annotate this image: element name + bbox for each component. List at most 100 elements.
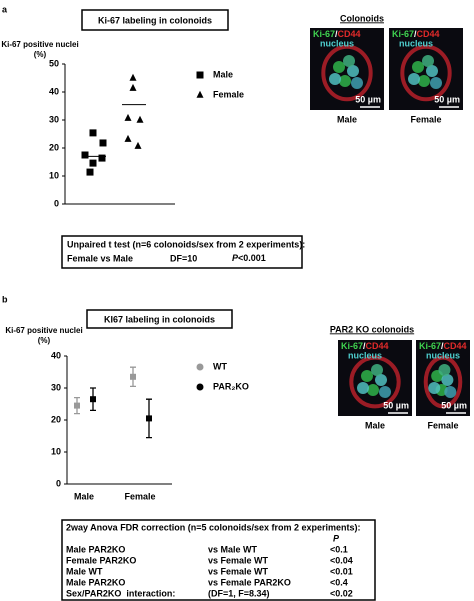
nucleus [438,364,451,376]
stain-name: / [335,29,338,39]
y-axis-label: Ki-67 positive nuclei (%) [5,326,83,345]
marker [196,71,204,79]
micrograph-caption: Male [337,114,357,124]
stats-cell: vs Female WT [208,566,269,576]
y-tick-label: 40 [49,86,59,96]
cell-membrane [400,44,452,102]
chart-title: Ki-67 labeling in colonoids [98,15,212,25]
nucleus [422,55,434,67]
title-box [81,9,229,31]
marker [134,141,142,149]
stain-name: Ki-67 [419,341,441,351]
scale-bar-label: 50 µm [441,400,467,410]
nucleus [357,382,369,394]
scale-bar-label: 50 µm [434,94,460,104]
stain-label: Ki-67/CD44 [341,341,389,351]
micrograph-caption: Female [427,420,458,430]
nucleus [430,77,442,89]
scale-bar-label: 50 µm [355,94,381,104]
nucleus [379,386,391,398]
panel-letter: b [2,294,8,304]
stats-cell: vs Female WT [208,555,269,565]
stats-cell: vs Female PAR2KO [208,577,291,587]
nucleus [371,364,383,376]
scale-bar-label: 50 µm [383,400,409,410]
counterstain-label: nucleus [426,350,460,360]
marker [81,151,89,159]
counterstain-label: nucleus [320,38,354,48]
nucleus [375,374,387,386]
nucleus [347,65,359,77]
marker [136,115,144,123]
marker [124,134,132,142]
legend-label: Female [213,89,244,99]
stats-cell: <0.4 [330,577,348,587]
stain-label: Ki-67/CD44 [392,29,440,39]
marker [146,415,152,422]
y-tick-label: 40 [51,350,61,360]
micrograph-header: Colonoids [340,13,384,23]
nucleus [351,77,363,89]
legend-label: Male [213,69,233,79]
marker [74,402,80,409]
nucleus [408,73,420,85]
marker [89,159,97,167]
nucleus [444,386,457,398]
nucleus [343,55,355,67]
stain-name: CD44 [444,341,467,351]
stats-cell: <0.04 [330,555,353,565]
x-tick-label: Female [124,491,155,501]
micrograph-caption: Female [410,114,441,124]
nucleus [418,75,430,87]
y-tick-label: 30 [49,114,59,124]
stats-cell: P<0.001 [232,253,266,263]
y-tick-label: 10 [51,446,61,456]
stats-cell: (DF=1, F=8.34) [208,588,270,598]
marker [130,373,136,380]
title-box [86,309,233,329]
marker [129,83,137,91]
y-tick-label: 20 [51,414,61,424]
stats-cell: Male PAR2KO [66,544,125,554]
legend-label: PAR₂KO [213,381,249,391]
marker [99,139,107,147]
legend-marker [196,383,204,391]
stain-name: / [363,341,366,351]
stats-cell: vs Male WT [208,544,258,554]
stats-cell: Male WT [66,566,103,576]
stain-name: / [414,29,417,39]
stats-box [61,519,376,601]
stain-name: CD44 [338,29,361,39]
marker [196,90,204,98]
stain-name: Ki-67 [341,341,363,351]
nucleus [367,384,379,396]
stain-name: Ki-67 [313,29,335,39]
micrograph-header: PAR2 KO colonoids [330,324,414,334]
p-header: P [333,533,340,543]
panel-letter: a [2,4,8,14]
legend-label: WT [213,361,227,371]
stats-box [61,235,303,269]
micrograph-caption: Male [365,420,385,430]
cell-membrane [321,44,373,102]
stats-cell: Female vs Male [67,253,133,263]
stats-header: Unpaired t test (n=6 colonoids/sex from … [67,239,305,249]
marker [89,129,97,137]
counterstain-label: nucleus [399,38,433,48]
nucleus [339,75,351,87]
marker [86,168,94,176]
stain-name: CD44 [366,341,389,351]
y-tick-label: 0 [54,198,59,208]
nucleus [441,374,454,386]
y-tick-label: 20 [49,142,59,152]
stats-cell: DF=10 [170,253,197,263]
counterstain-label: nucleus [348,350,382,360]
marker [124,113,132,121]
chart-title: KI67 labeling in colonoids [104,314,215,324]
stats-header: 2way Anova FDR correction (n=5 colonoids… [66,522,361,532]
p-value: <0.001 [238,253,266,263]
nucleus [329,73,341,85]
stats-cell: Male PAR2KO [66,577,125,587]
stats-cell: <0.01 [330,566,353,576]
